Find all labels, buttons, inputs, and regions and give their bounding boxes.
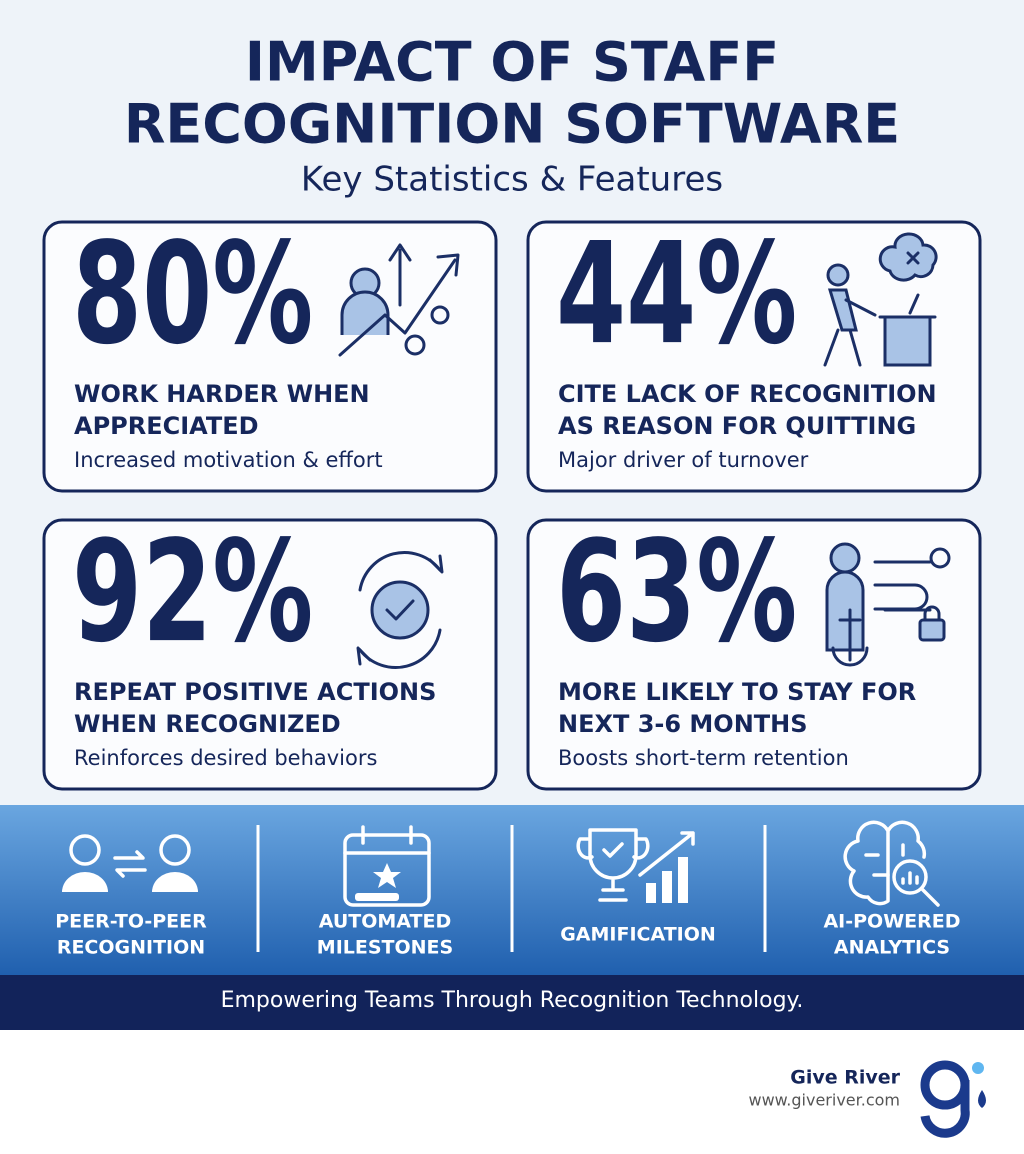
title-line: IMPACT OF STAFF xyxy=(245,31,779,94)
stat-card: 80% WORK HARDER WHEN APPRECIATED Increased … xyxy=(42,212,498,493)
stat-heading: NEXT 3-6 MONTHS xyxy=(558,710,808,738)
stat-value: 63% xyxy=(556,510,797,673)
stat-description: Major driver of turnover xyxy=(558,448,809,472)
feature-label: MILESTONES xyxy=(317,937,453,959)
quit-icon xyxy=(823,232,938,367)
stat-value: 80% xyxy=(72,212,313,375)
growth-icon xyxy=(338,243,460,357)
feature-label: PEER-TO-PEER xyxy=(55,911,207,933)
stat-value: 44% xyxy=(556,212,797,375)
stat-value: 92% xyxy=(72,510,313,673)
calendar-icon xyxy=(343,825,431,907)
brand-logo xyxy=(920,1060,986,1138)
stat-heading: APPRECIATED xyxy=(74,412,259,440)
card-frame xyxy=(42,220,498,493)
stat-heading: REPEAT POSITIVE ACTIONS xyxy=(74,678,436,706)
stat-heading: CITE LACK OF RECOGNITION xyxy=(558,380,937,408)
brain-icon xyxy=(843,820,940,907)
stat-description: Increased motivation & effort xyxy=(74,448,383,472)
feature-label: RECOGNITION xyxy=(57,937,205,959)
feature-label: AI-POWERED xyxy=(823,911,960,933)
stat-heading: WORK HARDER WHEN xyxy=(74,380,370,408)
card-frame xyxy=(526,518,982,791)
feature-label: ANALYTICS xyxy=(834,937,950,959)
stat-description: Boosts short-term retention xyxy=(558,746,849,770)
stat-description: Reinforces desired behaviors xyxy=(74,746,377,770)
stat-card: 92% REPEAT POSITIVE ACTIONS WHEN RECOGNIZE… xyxy=(42,510,498,791)
stat-heading: MORE LIKELY TO STAY FOR xyxy=(558,678,916,706)
feature-label: AUTOMATED xyxy=(319,911,452,933)
tagline: Empowering Teams Through Recognition Tec… xyxy=(221,988,804,1013)
subtitle: Key Statistics & Features xyxy=(301,160,723,200)
cycle-check-icon xyxy=(356,551,444,669)
title-line: RECOGNITION SOFTWARE xyxy=(124,93,900,156)
trophy-icon xyxy=(576,828,695,903)
card-frame xyxy=(526,220,982,493)
brand-name: Give River xyxy=(790,1067,900,1089)
peer-icon xyxy=(62,834,198,892)
feature-label: GAMIFICATION xyxy=(560,924,716,946)
stat-heading: AS REASON FOR QUITTING xyxy=(558,412,916,440)
footer-background xyxy=(0,1030,1024,1154)
anchor-retention-icon xyxy=(825,542,951,667)
brand-url: www.giveriver.com xyxy=(749,1091,901,1110)
tagline-strip xyxy=(0,975,1024,1030)
stat-heading: WHEN RECOGNIZED xyxy=(74,710,341,738)
stat-card: 63% MORE LIKELY TO STAY FOR NEXT 3-6 MONTH… xyxy=(526,510,982,791)
stat-card: 44% CITE LACK OF RECOGNITION AS REASON FOR… xyxy=(526,212,982,493)
